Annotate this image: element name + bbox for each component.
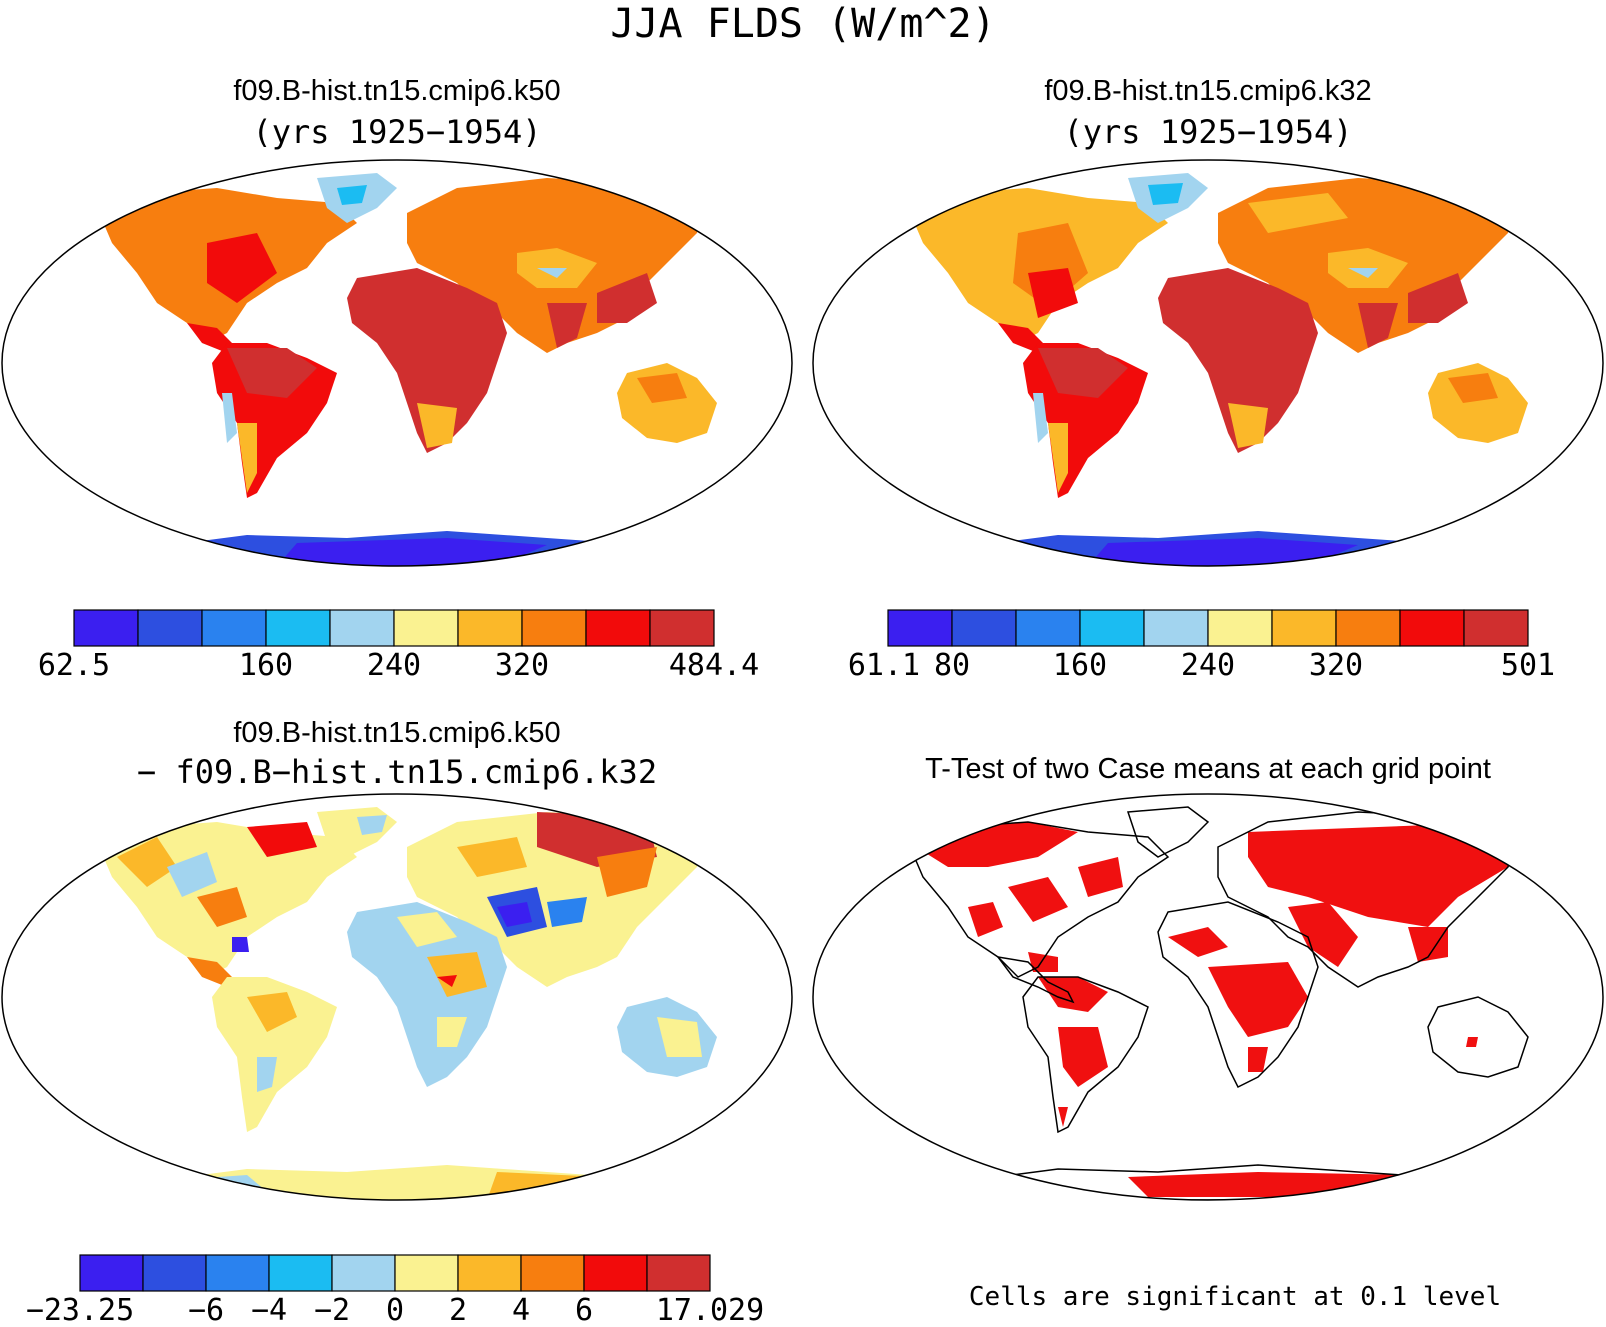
colorbar-swatch — [1143, 609, 1209, 647]
colorbar-swatch — [73, 609, 139, 647]
colorbar-swatch — [1335, 609, 1401, 647]
panel-title: T-Test of two Case means at each grid po… — [925, 753, 1491, 785]
colorbar-tick-label: 320 — [1309, 648, 1363, 683]
colorbar-swatch — [1399, 609, 1465, 647]
colorbar-swatch — [1463, 609, 1529, 647]
colorbar-tick-label: 17.029 — [656, 1293, 764, 1327]
panel-diff: f09.B-hist.tn15.cmip6.k50 − f09.B−hist.t… — [1, 717, 793, 1327]
map-outline — [812, 793, 1604, 1201]
colorbar-tick-label: 4 — [512, 1293, 530, 1327]
colorbar-tick-label: 61.1 — [848, 648, 920, 683]
colorbar-swatch — [393, 609, 459, 647]
colorbar-swatch — [457, 609, 523, 647]
panel-title: f09.B-hist.tn15.cmip6.k32 — [1044, 75, 1371, 107]
colorbar-tick-label: 501 — [1501, 648, 1555, 683]
colorbar-swatch — [583, 1254, 648, 1292]
colorbar-tick-label: 160 — [239, 648, 293, 683]
panel-subtitle: (yrs 1925−1954) — [253, 113, 542, 151]
panel-ttest: T-Test of two Case means at each grid po… — [812, 753, 1604, 1312]
colorbar-swatch — [137, 609, 203, 647]
colorbar-tick-label: 160 — [1053, 648, 1107, 683]
colorbar-swatch — [585, 609, 651, 647]
colorbar-swatch — [887, 609, 953, 647]
panel-title: f09.B-hist.tn15.cmip6.k50 — [233, 75, 560, 107]
map-outline — [1, 793, 793, 1201]
colorbar-swatch — [521, 609, 587, 647]
colorbar-swatch — [394, 1254, 459, 1292]
map-outline — [812, 159, 1604, 567]
colorbar-swatch — [457, 1254, 522, 1292]
colorbar-tick-label: 6 — [575, 1293, 593, 1327]
colorbar-swatch — [329, 609, 395, 647]
colorbar-swatch — [79, 1254, 144, 1292]
colorbar-tick-label: −2 — [314, 1293, 350, 1327]
colorbar-tick-label: −6 — [188, 1293, 224, 1327]
panel-k32: f09.B-hist.tn15.cmip6.k32 (yrs 1925−1954… — [812, 75, 1604, 683]
colorbar-swatch — [1271, 609, 1337, 647]
colorbar-swatch — [142, 1254, 207, 1292]
panel-title: f09.B-hist.tn15.cmip6.k50 — [233, 717, 560, 749]
colorbar-tick-label: −23.25 — [26, 1293, 134, 1327]
panel-subtitle: (yrs 1925−1954) — [1064, 113, 1353, 151]
panel-subtitle: − f09.B−hist.tn15.cmip6.k32 — [137, 753, 657, 791]
colorbar-diff: −23.25 −6 −4 −2 0 2 4 6 17.029 — [26, 1254, 764, 1327]
colorbar-swatch — [951, 609, 1017, 647]
main-title: JJA FLDS (W/m^2) — [610, 1, 995, 47]
colorbar-swatch — [201, 609, 267, 647]
colorbar-swatch — [205, 1254, 270, 1292]
colorbar-tick-label: 0 — [386, 1293, 404, 1327]
significance-footnote: Cells are significant at 0.1 level — [969, 1282, 1501, 1312]
colorbar-swatch — [331, 1254, 396, 1292]
colorbar-tick-label: 240 — [367, 648, 421, 683]
colorbar-tick-label: 80 — [934, 648, 970, 683]
colorbar-tick-label: 62.5 — [38, 648, 110, 683]
colorbar-tick-label: 320 — [495, 648, 549, 683]
colorbar-swatch — [520, 1254, 585, 1292]
colorbar-swatch — [265, 609, 331, 647]
colorbar-tick-label: −4 — [251, 1293, 287, 1327]
colorbar-tick-label: 2 — [449, 1293, 467, 1327]
map-outline — [1, 159, 793, 567]
colorbar-k50: 62.5 160 240 320 484.4 — [38, 609, 759, 683]
colorbar-tick-label: 484.4 — [669, 648, 759, 683]
colorbar-swatch — [646, 1254, 711, 1292]
colorbar-swatch — [1207, 609, 1273, 647]
colorbar-swatch — [1079, 609, 1145, 647]
colorbar-swatch — [268, 1254, 333, 1292]
colorbar-swatch — [649, 609, 715, 647]
colorbar-swatch — [1015, 609, 1081, 647]
colorbar-tick-label: 240 — [1181, 648, 1235, 683]
panel-k50: f09.B-hist.tn15.cmip6.k50 (yrs 1925−1954… — [1, 75, 793, 683]
colorbar-k32: 61.1 80 160 240 320 501 — [848, 609, 1555, 683]
